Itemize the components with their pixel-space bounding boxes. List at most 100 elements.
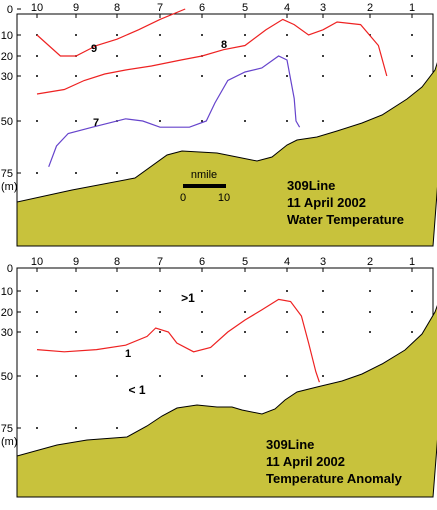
scale-bar-unit: nmile	[191, 169, 217, 181]
sample-point	[286, 375, 288, 377]
contour-line	[48, 55, 301, 168]
sample-point	[286, 55, 288, 57]
sample-point	[159, 75, 161, 77]
x-tick-label: 8	[114, 2, 120, 14]
contour-label: 9	[91, 43, 97, 55]
sample-point	[201, 331, 203, 333]
sample-point	[116, 75, 118, 77]
sample-point	[411, 331, 413, 333]
x-tick-label: 1	[409, 2, 415, 14]
sample-point	[369, 311, 371, 313]
x-tick-label: 9	[73, 2, 79, 14]
x-tick-label: 4	[284, 2, 290, 14]
sample-point	[369, 290, 371, 292]
sample-point	[116, 34, 118, 36]
chart-title-line: Water Temperature	[287, 212, 404, 227]
sample-point	[36, 375, 38, 377]
sample-point	[411, 311, 413, 313]
sample-point	[411, 290, 413, 292]
sample-point	[36, 172, 38, 174]
sample-point	[201, 34, 203, 36]
x-tick-label: 2	[367, 2, 373, 14]
y-unit-label: (m)	[1, 181, 18, 193]
x-tick-label: 6	[199, 256, 205, 268]
sample-point	[201, 75, 203, 77]
y-tick-label: 20	[1, 307, 13, 319]
y-tick-label: 75	[1, 168, 13, 180]
x-tick-label: 8	[114, 256, 120, 268]
sample-point	[286, 331, 288, 333]
sample-point	[159, 34, 161, 36]
sample-point	[411, 55, 413, 57]
chart-title-line: 11 April 2002	[287, 195, 366, 210]
x-tick-label: 1	[409, 256, 415, 268]
y-tick-label: 10	[1, 30, 13, 42]
sample-point	[322, 290, 324, 292]
x-tick-label: 10	[31, 2, 43, 14]
contour-label: 7	[93, 117, 99, 129]
sample-point	[116, 290, 118, 292]
sample-point	[36, 120, 38, 122]
y-tick-label: 75	[1, 423, 13, 435]
contour-label: 8	[221, 39, 227, 51]
sample-point	[159, 120, 161, 122]
x-tick-label: 6	[199, 2, 205, 14]
chart-title-line: 11 April 2002	[266, 454, 345, 469]
y-tick-label: 20	[1, 51, 13, 63]
x-tick-label: 4	[284, 256, 290, 268]
y-unit-label: (m)	[1, 436, 18, 448]
sample-point	[201, 120, 203, 122]
x-tick-label: 10	[31, 256, 43, 268]
x-tick-label: 3	[320, 256, 326, 268]
sample-point	[369, 75, 371, 77]
scale-bar-max: 10	[218, 192, 230, 204]
sample-point	[75, 34, 77, 36]
sample-point	[116, 427, 118, 429]
sample-point	[36, 427, 38, 429]
sample-point	[322, 34, 324, 36]
sample-point	[322, 55, 324, 57]
sample-point	[116, 55, 118, 57]
sample-point	[286, 311, 288, 313]
sample-point	[36, 311, 38, 313]
y-tick-label: 50	[1, 116, 13, 128]
chart-title-line: 309Line	[266, 437, 314, 452]
scale-bar-min: 0	[180, 192, 186, 204]
seabed-area	[16, 62, 437, 247]
chart-title-line: 309Line	[287, 178, 335, 193]
sample-point	[244, 75, 246, 77]
sample-point	[369, 331, 371, 333]
sample-point	[75, 427, 77, 429]
sample-point	[286, 120, 288, 122]
sample-point	[75, 172, 77, 174]
sample-point	[244, 331, 246, 333]
y-tick-label: 0	[7, 4, 13, 16]
sample-point	[322, 375, 324, 377]
x-tick-label: 5	[242, 2, 248, 14]
seabed-area	[16, 305, 437, 498]
sample-point	[75, 331, 77, 333]
chart-title-line: Temperature Anomaly	[266, 471, 403, 486]
x-tick-label: 7	[157, 256, 163, 268]
sample-point	[159, 331, 161, 333]
sample-point	[411, 34, 413, 36]
contour-line	[36, 8, 186, 57]
sample-point	[244, 290, 246, 292]
sample-point	[159, 290, 161, 292]
sample-point	[201, 290, 203, 292]
x-tick-label: 5	[242, 256, 248, 268]
sample-point	[159, 375, 161, 377]
sample-point	[36, 331, 38, 333]
sample-point	[369, 55, 371, 57]
sample-point	[322, 331, 324, 333]
sample-point	[244, 55, 246, 57]
sample-point	[286, 34, 288, 36]
sample-point	[159, 311, 161, 313]
y-tick-label: 30	[1, 327, 13, 339]
sample-point	[322, 120, 324, 122]
sample-point	[411, 75, 413, 77]
sample-point	[36, 75, 38, 77]
sample-point	[36, 290, 38, 292]
